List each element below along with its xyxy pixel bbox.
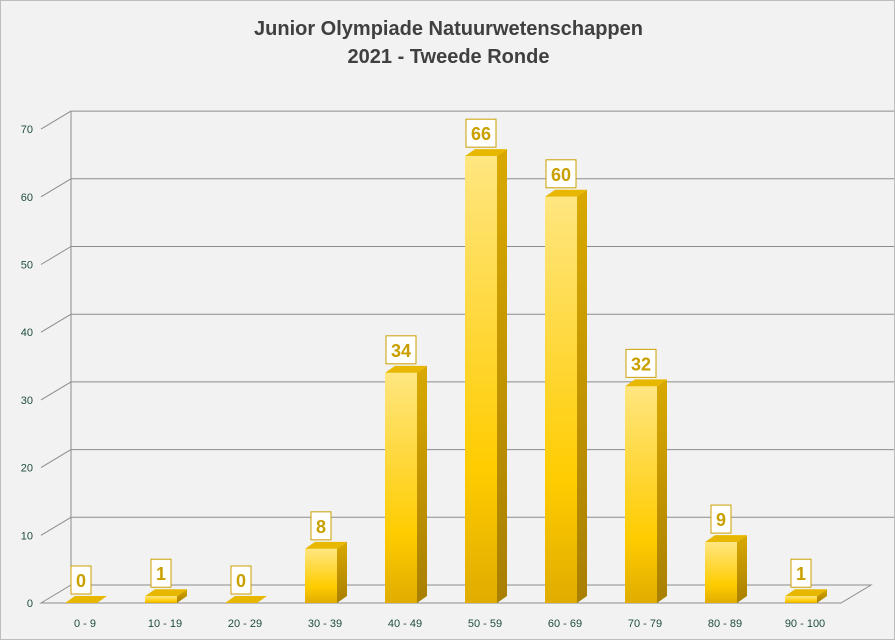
bar-side — [177, 589, 187, 603]
data-label: 1 — [156, 564, 166, 584]
x-tick-label: 10 - 19 — [148, 618, 182, 630]
y-tick-label: 10 — [21, 530, 33, 542]
bar-front — [625, 386, 657, 603]
y-axis-ticks: 0 10 20 30 40 50 60 70 — [21, 124, 33, 610]
data-label-box — [545, 159, 577, 189]
bar-front — [305, 548, 337, 603]
data-label-box — [385, 335, 417, 365]
bar-top — [225, 596, 267, 603]
data-label-box — [70, 565, 92, 595]
data-label: 0 — [236, 571, 246, 591]
bar-front — [705, 542, 737, 603]
x-tick-label: 20 - 29 — [228, 618, 262, 630]
x-tick-label: 70 - 79 — [628, 618, 662, 630]
data-label-box — [465, 118, 497, 148]
chart-subtitle: 2021 - Tweede Ronde — [347, 46, 550, 68]
bar-top — [785, 589, 827, 597]
data-label: 60 — [551, 165, 571, 185]
bar-80-89: 9 — [705, 504, 747, 603]
y-tick-label: 70 — [21, 124, 33, 136]
bar-top — [65, 596, 107, 603]
bar-0-9: 0 — [65, 565, 107, 604]
bar-front — [785, 596, 817, 603]
y-tick-label: 0 — [27, 598, 33, 610]
y-tick-label: 60 — [21, 192, 33, 204]
data-label: 32 — [631, 354, 651, 374]
bar-side — [337, 541, 347, 603]
x-tick-label: 30 - 39 — [308, 618, 342, 630]
bar-50-59: 66 — [465, 118, 507, 603]
bar-front — [465, 156, 497, 603]
chart-title-block: Junior Olympiade Natuurwetenschappen 202… — [1, 15, 895, 71]
data-label-box — [790, 558, 812, 588]
bar-front — [145, 596, 177, 603]
gridline-side — [40, 110, 72, 130]
chart-title: Junior Olympiade Natuurwetenschappen — [254, 18, 643, 40]
bar-10-19: 1 — [145, 558, 187, 603]
bar-90-100: 1 — [785, 558, 827, 603]
y-tick-label: 50 — [21, 260, 33, 272]
bar-side — [737, 535, 747, 603]
bar-side — [817, 589, 827, 603]
data-label-box — [310, 511, 332, 541]
data-label: 9 — [716, 510, 726, 530]
gridline-side — [40, 516, 72, 536]
bar-side — [497, 149, 507, 603]
bar-side — [577, 189, 587, 604]
x-tick-label: 60 - 69 — [548, 618, 582, 630]
gridline-side — [40, 178, 72, 198]
bar-top — [625, 379, 667, 387]
data-label: 0 — [76, 571, 86, 591]
bar-20-29: 0 — [225, 565, 267, 604]
bars: 0 1 0 8 34 66 60 32 9 1 — [65, 118, 827, 604]
x-tick-label: 90 - 100 — [785, 618, 825, 630]
bar-30-39: 8 — [305, 511, 347, 603]
bar-top — [465, 149, 507, 157]
data-label-box — [150, 558, 172, 588]
data-label-box — [710, 504, 732, 534]
x-tick-label: 80 - 89 — [708, 618, 742, 630]
bar-top — [705, 535, 747, 543]
data-label-box — [230, 565, 252, 595]
x-tick-label: 40 - 49 — [388, 618, 422, 630]
x-axis-ticks: 0 - 9 10 - 19 20 - 29 30 - 39 40 - 49 50 - 59… — [74, 618, 825, 630]
bar-70-79: 32 — [625, 348, 667, 603]
data-label: 66 — [471, 124, 491, 144]
bar-top — [305, 541, 347, 549]
x-tick-label: 0 - 9 — [74, 618, 96, 630]
bar-front — [545, 196, 577, 604]
bar-top — [145, 589, 187, 597]
bar-60-69: 60 — [545, 159, 587, 604]
bar-side — [657, 379, 667, 603]
x-tick-label: 50 - 59 — [468, 618, 502, 630]
y-tick-label: 20 — [21, 463, 33, 475]
gridline-side — [40, 313, 72, 333]
data-label: 8 — [316, 517, 326, 537]
bar-front — [385, 372, 417, 603]
data-label: 1 — [796, 564, 806, 584]
bar-40-49: 34 — [385, 335, 427, 603]
bar-top — [385, 365, 427, 373]
data-label: 34 — [391, 341, 411, 361]
gridline-side — [40, 246, 72, 265]
y-tick-label: 30 — [21, 395, 33, 407]
gridline-side — [40, 449, 72, 469]
bar-side — [417, 365, 427, 603]
data-label-box — [625, 348, 657, 378]
y-tick-label: 40 — [21, 327, 33, 339]
bar-top — [545, 189, 587, 197]
gridline-side — [40, 381, 72, 401]
